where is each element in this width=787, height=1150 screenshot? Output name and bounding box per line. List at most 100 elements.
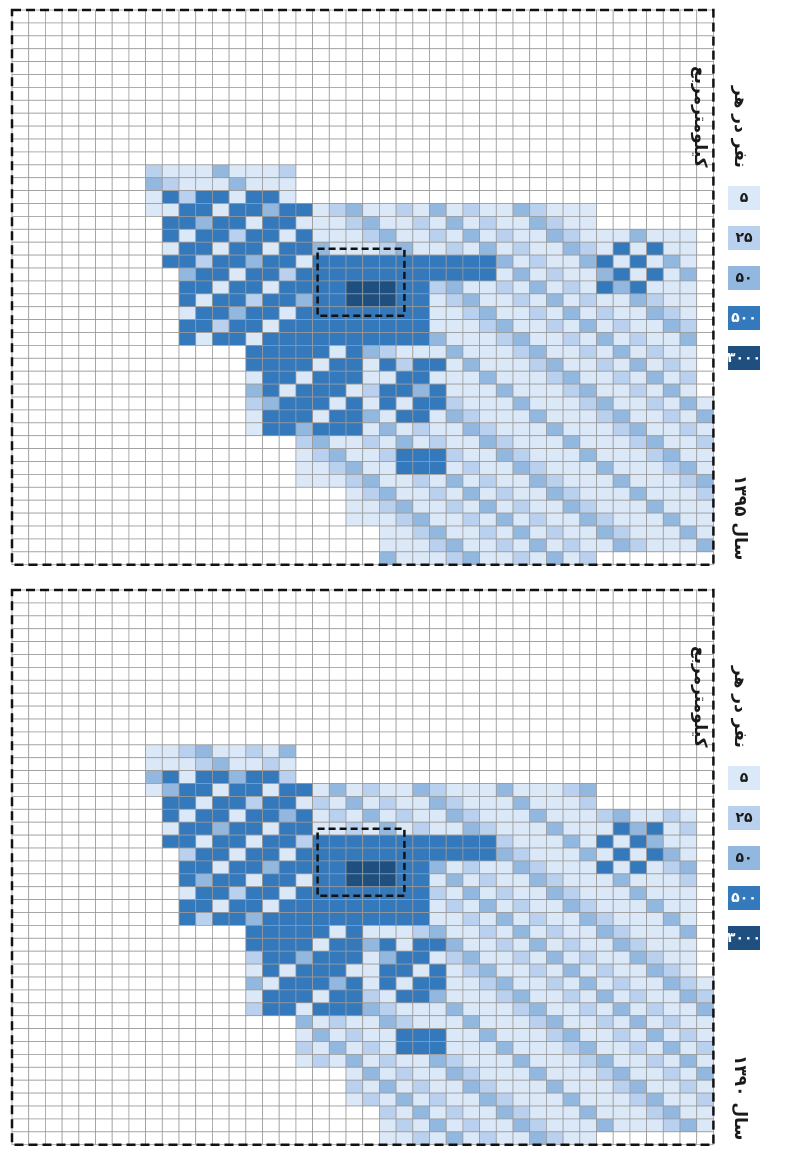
grid-cell bbox=[28, 538, 46, 553]
grid-cell bbox=[228, 357, 247, 372]
grid-cell bbox=[228, 280, 247, 295]
grid-cell bbox=[278, 61, 297, 75]
grid-cell bbox=[495, 924, 514, 939]
grid-cell bbox=[78, 950, 96, 965]
grid-cell bbox=[11, 1092, 30, 1107]
grid-cell bbox=[145, 705, 163, 720]
grid-cell bbox=[178, 912, 197, 926]
grid-cell bbox=[696, 551, 714, 566]
grid-cell bbox=[629, 241, 648, 256]
grid-cell bbox=[178, 228, 197, 243]
grid-cell bbox=[11, 1131, 30, 1146]
grid-cell bbox=[28, 654, 46, 668]
grid-cell bbox=[312, 538, 330, 553]
grid-cell bbox=[195, 164, 213, 179]
grid-cell bbox=[312, 1053, 330, 1068]
grid-cell bbox=[629, 267, 648, 282]
grid-cell bbox=[178, 74, 197, 88]
grid-cell bbox=[596, 628, 614, 643]
grid-cell bbox=[11, 409, 30, 424]
grid-cell bbox=[662, 35, 681, 50]
grid-cell bbox=[378, 293, 397, 308]
grid-cell bbox=[646, 164, 664, 179]
grid-cell bbox=[429, 847, 447, 862]
grid-cell bbox=[445, 177, 464, 191]
grid-cell bbox=[495, 757, 514, 771]
grid-cell bbox=[195, 886, 213, 901]
grid-cell bbox=[662, 164, 681, 179]
grid-cell bbox=[228, 370, 247, 385]
grid-cell bbox=[646, 35, 664, 50]
grid-cell bbox=[562, 190, 581, 204]
grid-cell bbox=[278, 48, 297, 63]
grid-cell bbox=[228, 679, 247, 694]
grid-cell bbox=[295, 821, 313, 836]
grid-cell bbox=[111, 370, 130, 385]
grid-cell bbox=[95, 357, 113, 372]
grid-cell bbox=[662, 589, 681, 604]
grid-cell bbox=[579, 1015, 597, 1030]
grid-cell bbox=[646, 821, 664, 836]
grid-cell bbox=[245, 602, 263, 617]
grid-cell bbox=[61, 924, 80, 939]
grid-cell bbox=[596, 35, 614, 50]
grid-cell bbox=[395, 448, 414, 462]
grid-cell bbox=[495, 1079, 514, 1094]
grid-cell bbox=[312, 151, 330, 166]
grid-cell bbox=[445, 899, 464, 913]
grid-cell bbox=[362, 770, 380, 784]
grid-cell bbox=[345, 860, 364, 875]
grid-cell bbox=[111, 293, 130, 308]
grid-cell bbox=[512, 9, 531, 24]
grid-cell bbox=[696, 357, 714, 372]
grid-cell bbox=[662, 834, 681, 849]
grid-cell bbox=[445, 383, 464, 398]
grid-cell bbox=[161, 74, 180, 88]
grid-cell bbox=[111, 808, 130, 823]
grid-cell bbox=[295, 61, 313, 75]
grid-cell bbox=[562, 1105, 581, 1120]
grid-cell bbox=[228, 344, 247, 359]
grid-cell bbox=[412, 190, 430, 204]
grid-cell bbox=[128, 190, 146, 204]
grid-cell bbox=[378, 473, 397, 488]
grid-cell bbox=[211, 525, 230, 540]
grid-cell bbox=[546, 692, 564, 707]
grid-cell bbox=[11, 306, 30, 321]
grid-cell bbox=[61, 654, 80, 668]
grid-cell bbox=[245, 164, 263, 179]
grid-cell bbox=[696, 35, 714, 50]
grid-cell bbox=[612, 486, 631, 501]
grid-cell bbox=[529, 886, 547, 901]
grid-cell bbox=[529, 241, 547, 256]
grid-cell bbox=[211, 138, 230, 153]
grid-cell bbox=[211, 332, 230, 346]
grid-cell bbox=[546, 1041, 564, 1055]
grid-cell bbox=[646, 461, 664, 475]
grid-cell bbox=[211, 1105, 230, 1120]
grid-cell bbox=[362, 989, 380, 1004]
grid-cell bbox=[61, 370, 80, 385]
grid-cell bbox=[111, 280, 130, 295]
grid-cell bbox=[228, 654, 247, 668]
grid-cell bbox=[78, 370, 96, 385]
grid-cell bbox=[78, 757, 96, 771]
grid-cell bbox=[295, 628, 313, 643]
grid-cell bbox=[295, 383, 313, 398]
grid-cell bbox=[579, 99, 597, 114]
grid-cell bbox=[646, 615, 664, 630]
grid-cell bbox=[211, 795, 230, 810]
grid-cell bbox=[328, 280, 347, 295]
grid-cell bbox=[512, 847, 531, 862]
grid-cell bbox=[45, 486, 63, 501]
grid-cell bbox=[612, 35, 631, 50]
grid-cell bbox=[546, 448, 564, 462]
grid-cell bbox=[28, 332, 46, 346]
grid-cell bbox=[61, 679, 80, 694]
grid-cell bbox=[395, 1118, 414, 1133]
grid-cell bbox=[245, 963, 263, 978]
grid-cell bbox=[328, 950, 347, 965]
grid-cell bbox=[111, 448, 130, 462]
grid-cell bbox=[495, 1002, 514, 1017]
grid-cell bbox=[211, 705, 230, 720]
